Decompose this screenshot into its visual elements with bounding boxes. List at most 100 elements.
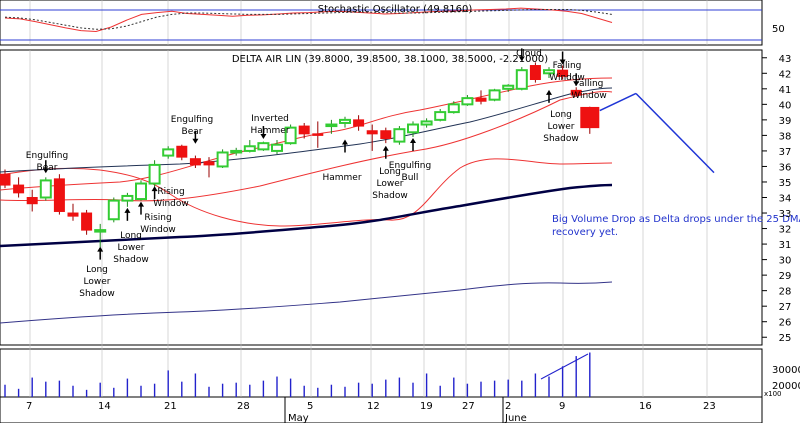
candle-body	[461, 97, 474, 106]
annotation-text: Engulfing	[389, 161, 431, 171]
date-tick-label: 16	[639, 401, 652, 412]
stochastic-title: Stochastic Oscillator (49.8160)	[318, 4, 473, 15]
annotation-text: Hammer	[322, 173, 361, 183]
annotation-text: Lower	[118, 243, 145, 253]
candle	[447, 101, 460, 114]
annotation-engulfing-bear-2: Engulfing Bear	[171, 115, 213, 144]
annotation-text: Shadow	[113, 255, 149, 265]
annotation-text: Bear	[182, 127, 203, 137]
gridlines	[29, 0, 708, 423]
candle	[515, 67, 528, 91]
annotation-text: Cloud	[516, 49, 542, 59]
candle	[162, 146, 175, 159]
annotation-rising-window-1: Rising Window	[151, 186, 189, 209]
candle	[380, 127, 392, 144]
candle	[557, 65, 569, 80]
date-tick-label: 23	[703, 401, 716, 412]
candle-body	[13, 184, 25, 194]
annotation-text: Rising	[157, 187, 184, 197]
upper-bollinger-band	[0, 77, 613, 191]
annotation-text: Long	[550, 110, 572, 120]
candle	[420, 118, 433, 128]
candle-body	[502, 84, 515, 90]
annotation-text: Window	[549, 73, 585, 83]
candle-body	[0, 173, 11, 186]
annotation-arrowhead	[124, 207, 131, 213]
price-tick-label: 25	[779, 333, 792, 344]
analysis-note-line1: Big Volume Drop as Delta drops under the…	[552, 214, 800, 225]
candle-body	[148, 163, 161, 185]
candle-body	[121, 194, 134, 202]
candle-body	[557, 69, 569, 77]
candle	[121, 192, 134, 207]
price-tick-label: 27	[779, 302, 792, 313]
date-tick-label: 14	[98, 401, 111, 412]
annotation-text: Long	[86, 265, 108, 275]
candle	[366, 124, 378, 151]
candle	[325, 119, 338, 134]
annotation-falling-window-2: Falling Window	[571, 73, 607, 101]
candle-body	[580, 106, 600, 129]
price-tick-label: 33	[779, 209, 792, 220]
date-tick-label: 19	[420, 401, 433, 412]
candle-body	[325, 123, 338, 128]
annotation-rising-window-2: Rising Window	[138, 201, 176, 235]
candle	[407, 121, 419, 137]
candle	[257, 141, 270, 151]
candle-body	[393, 128, 406, 143]
date-tick-label: 2	[505, 401, 511, 412]
candle	[39, 177, 52, 201]
price-axis-ticks: 25 26 27 28 29 30 31 32 33 34 35 36 37 38 39 40 41 42 43	[762, 54, 791, 344]
candle	[393, 126, 406, 145]
candle-body	[271, 143, 283, 152]
candle-body	[380, 130, 392, 140]
candle-body	[81, 212, 93, 231]
candle-body	[203, 161, 215, 166]
candle-body	[94, 229, 107, 233]
annotation-text: Rising	[144, 213, 171, 223]
lower-envelope	[0, 158, 613, 227]
price-tick-label: 28	[779, 287, 792, 298]
date-tick-label: 9	[559, 401, 565, 412]
stochastic-d-line	[4, 8, 613, 30]
candle-body	[257, 142, 270, 151]
candle	[176, 144, 188, 161]
price-tick-label: 42	[779, 69, 792, 80]
short-moving-average	[0, 87, 613, 173]
annotation-arrowhead	[573, 81, 580, 87]
annotation-long-lower-shadow-4: Long Lower Shadow	[543, 89, 579, 144]
candle	[488, 88, 501, 102]
month-label: May	[288, 413, 309, 423]
candle-body	[475, 97, 487, 102]
candle-body	[339, 118, 351, 124]
volume-tick-20000: 20000	[772, 381, 800, 392]
annotation-text: Hammer	[250, 126, 289, 136]
candle	[26, 189, 38, 212]
annotation-text: Long	[379, 167, 401, 177]
date-axis-frame	[0, 396, 763, 423]
projection-line-down	[635, 92, 715, 174]
long-moving-average	[0, 183, 613, 248]
candle	[271, 140, 283, 155]
candle-body	[434, 111, 447, 121]
annotation-text: Shadow	[543, 134, 579, 144]
volume-unit: x100	[764, 390, 782, 398]
candle-body	[189, 158, 201, 166]
annotation-text: Window	[153, 199, 189, 209]
candle-body	[447, 103, 460, 114]
candle	[107, 197, 120, 223]
candle-body	[176, 145, 188, 158]
candle-body	[529, 65, 541, 80]
date-tick-label: 28	[237, 401, 250, 412]
price-tick-label: 39	[779, 116, 792, 127]
annotation-arrowhead	[151, 186, 158, 192]
candle	[67, 203, 79, 221]
price-title: DELTA AIR LIN (39.8000, 39.8500, 38.1000…	[232, 54, 548, 65]
analysis-note-line2: recovery yet.	[552, 227, 618, 238]
annotation-text: Shadow	[79, 289, 115, 299]
annotation-arrowhead	[518, 56, 525, 62]
candle	[203, 157, 215, 178]
candle	[502, 84, 515, 92]
stochastic-ytick-50: 50	[772, 24, 785, 35]
candle-body	[243, 145, 256, 152]
